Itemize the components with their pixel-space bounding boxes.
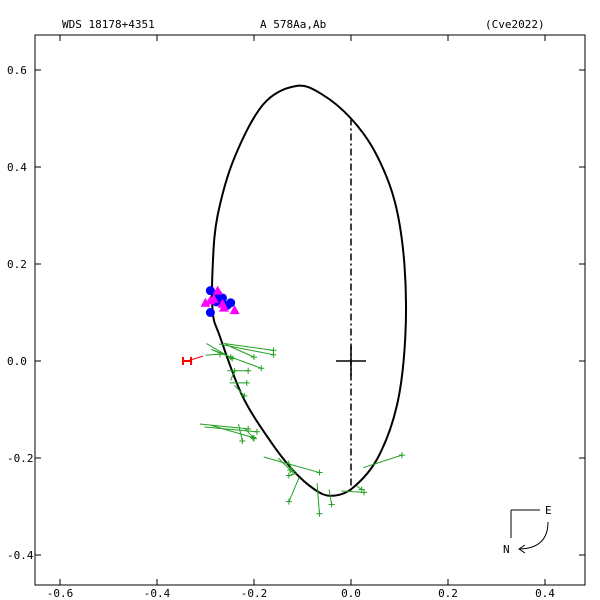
- residual-line: [316, 483, 320, 514]
- magenta-obs-point: [212, 285, 223, 295]
- green-obs-point: [398, 452, 405, 459]
- green-obs-point: [270, 347, 277, 354]
- y-tick-label: 0.2: [7, 258, 27, 271]
- residual-line: [223, 343, 274, 351]
- y-tick-label: 0.4: [7, 161, 27, 174]
- residual-line: [234, 384, 245, 397]
- blue-obs-point: [205, 308, 215, 317]
- green-obs-point: [289, 468, 296, 475]
- residual-line: [237, 423, 243, 442]
- green-obs-point: [239, 438, 246, 445]
- magenta-obs-point: [205, 295, 216, 305]
- residual-line: [263, 456, 320, 474]
- plot-frame: [34, 34, 586, 586]
- green-obs-point: [253, 428, 260, 435]
- green-obs-point: [316, 469, 323, 476]
- residual-line: [362, 454, 403, 469]
- blue-obs-point: [205, 286, 215, 296]
- green-obs-point: [285, 472, 292, 479]
- green-obs-point: [358, 486, 365, 493]
- compass: E N: [503, 504, 552, 556]
- green-obs-point: [231, 367, 238, 374]
- residual-line: [356, 485, 362, 490]
- compass-east-label: E: [545, 504, 552, 517]
- magenta-obs-point: [217, 298, 228, 308]
- y-tick-label: 0.0: [7, 355, 27, 368]
- y-tick-label: 0.6: [7, 64, 27, 77]
- compass-north-label: N: [503, 543, 510, 556]
- green-obs-point: [251, 435, 257, 442]
- x-tick-label: 0.0: [341, 587, 361, 600]
- header-pair-name: A 578Aa,Ab: [260, 18, 326, 31]
- compass-arrowhead: [518, 544, 526, 554]
- observations-layer: [182, 285, 405, 517]
- residual-line: [211, 425, 254, 439]
- residual-line: [288, 477, 300, 502]
- residual-line: [277, 457, 291, 471]
- y-tick-label: -0.2: [7, 452, 34, 465]
- magenta-obs-point: [229, 305, 240, 315]
- magenta-obs-point: [200, 297, 211, 307]
- residual-line: [204, 426, 257, 433]
- x-tick-label: -0.2: [241, 587, 268, 600]
- green-obs-point: [245, 367, 252, 374]
- orbit-ellipse: [211, 84, 407, 497]
- axis-ticks: -0.6 -0.4 -0.2 0.0 0.2 0.4 0.6 0.4 0.2 0.0 -0.2 -0.…: [7, 35, 585, 600]
- green-obs-point: [241, 392, 248, 399]
- residual-line: [225, 344, 255, 358]
- residual-line: [215, 350, 262, 369]
- residual-line: [287, 460, 294, 472]
- x-tick-label: -0.4: [144, 587, 171, 600]
- x-tick-label: -0.6: [47, 587, 74, 600]
- x-tick-label: 0.4: [535, 587, 555, 600]
- green-obs-point: [251, 354, 257, 361]
- orbit-layer: [211, 84, 407, 497]
- residual-line: [341, 490, 365, 493]
- compass-arrow: [519, 521, 549, 550]
- blue-obs-point: [226, 298, 236, 308]
- green-obs-point: [258, 365, 265, 372]
- green-obs-point: [328, 501, 335, 508]
- red-obs-point: [182, 357, 193, 365]
- green-obs-point: [316, 510, 323, 517]
- residual-line: [199, 423, 249, 430]
- compass-east-arm: [510, 509, 540, 538]
- residual-line: [243, 427, 255, 439]
- green-obs-point: [243, 379, 250, 386]
- header-star-id: WDS 18178+4351: [62, 18, 155, 31]
- x-tick-label: 0.2: [438, 587, 458, 600]
- green-obs-point: [285, 498, 292, 505]
- residual-line: [230, 370, 236, 381]
- y-tick-label: -0.4: [7, 549, 34, 562]
- header-reference: (Cve2022): [485, 18, 545, 31]
